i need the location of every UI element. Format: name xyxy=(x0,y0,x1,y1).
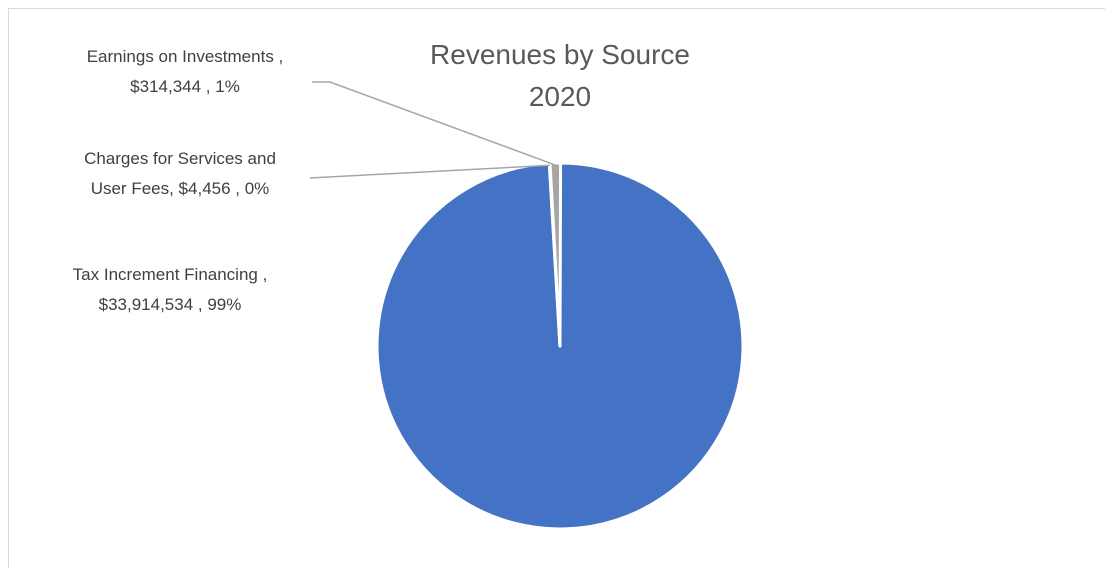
leader-lines xyxy=(309,81,556,179)
chart-frame xyxy=(8,8,1105,568)
leader-line-earnings xyxy=(312,81,556,166)
data-label-tif-line-2: $33,914,534 , 99% xyxy=(99,295,242,314)
chart-title-line-2: 2020 xyxy=(529,81,591,112)
pie-slices xyxy=(375,161,745,531)
chart-title-line-1: Revenues by Source xyxy=(430,39,690,70)
leader-line-charges xyxy=(309,164,550,179)
data-label-charges-line-1: Charges for Services and xyxy=(84,149,276,168)
data-label-earnings-line-1: Earnings on Investments , xyxy=(87,47,284,66)
data-label-charges-line-2: User Fees, $4,456 , 0% xyxy=(91,179,270,198)
data-label-earnings-line-2: $314,344 , 1% xyxy=(130,77,240,96)
data-label-tif-line-1: Tax Increment Financing , xyxy=(73,265,268,284)
